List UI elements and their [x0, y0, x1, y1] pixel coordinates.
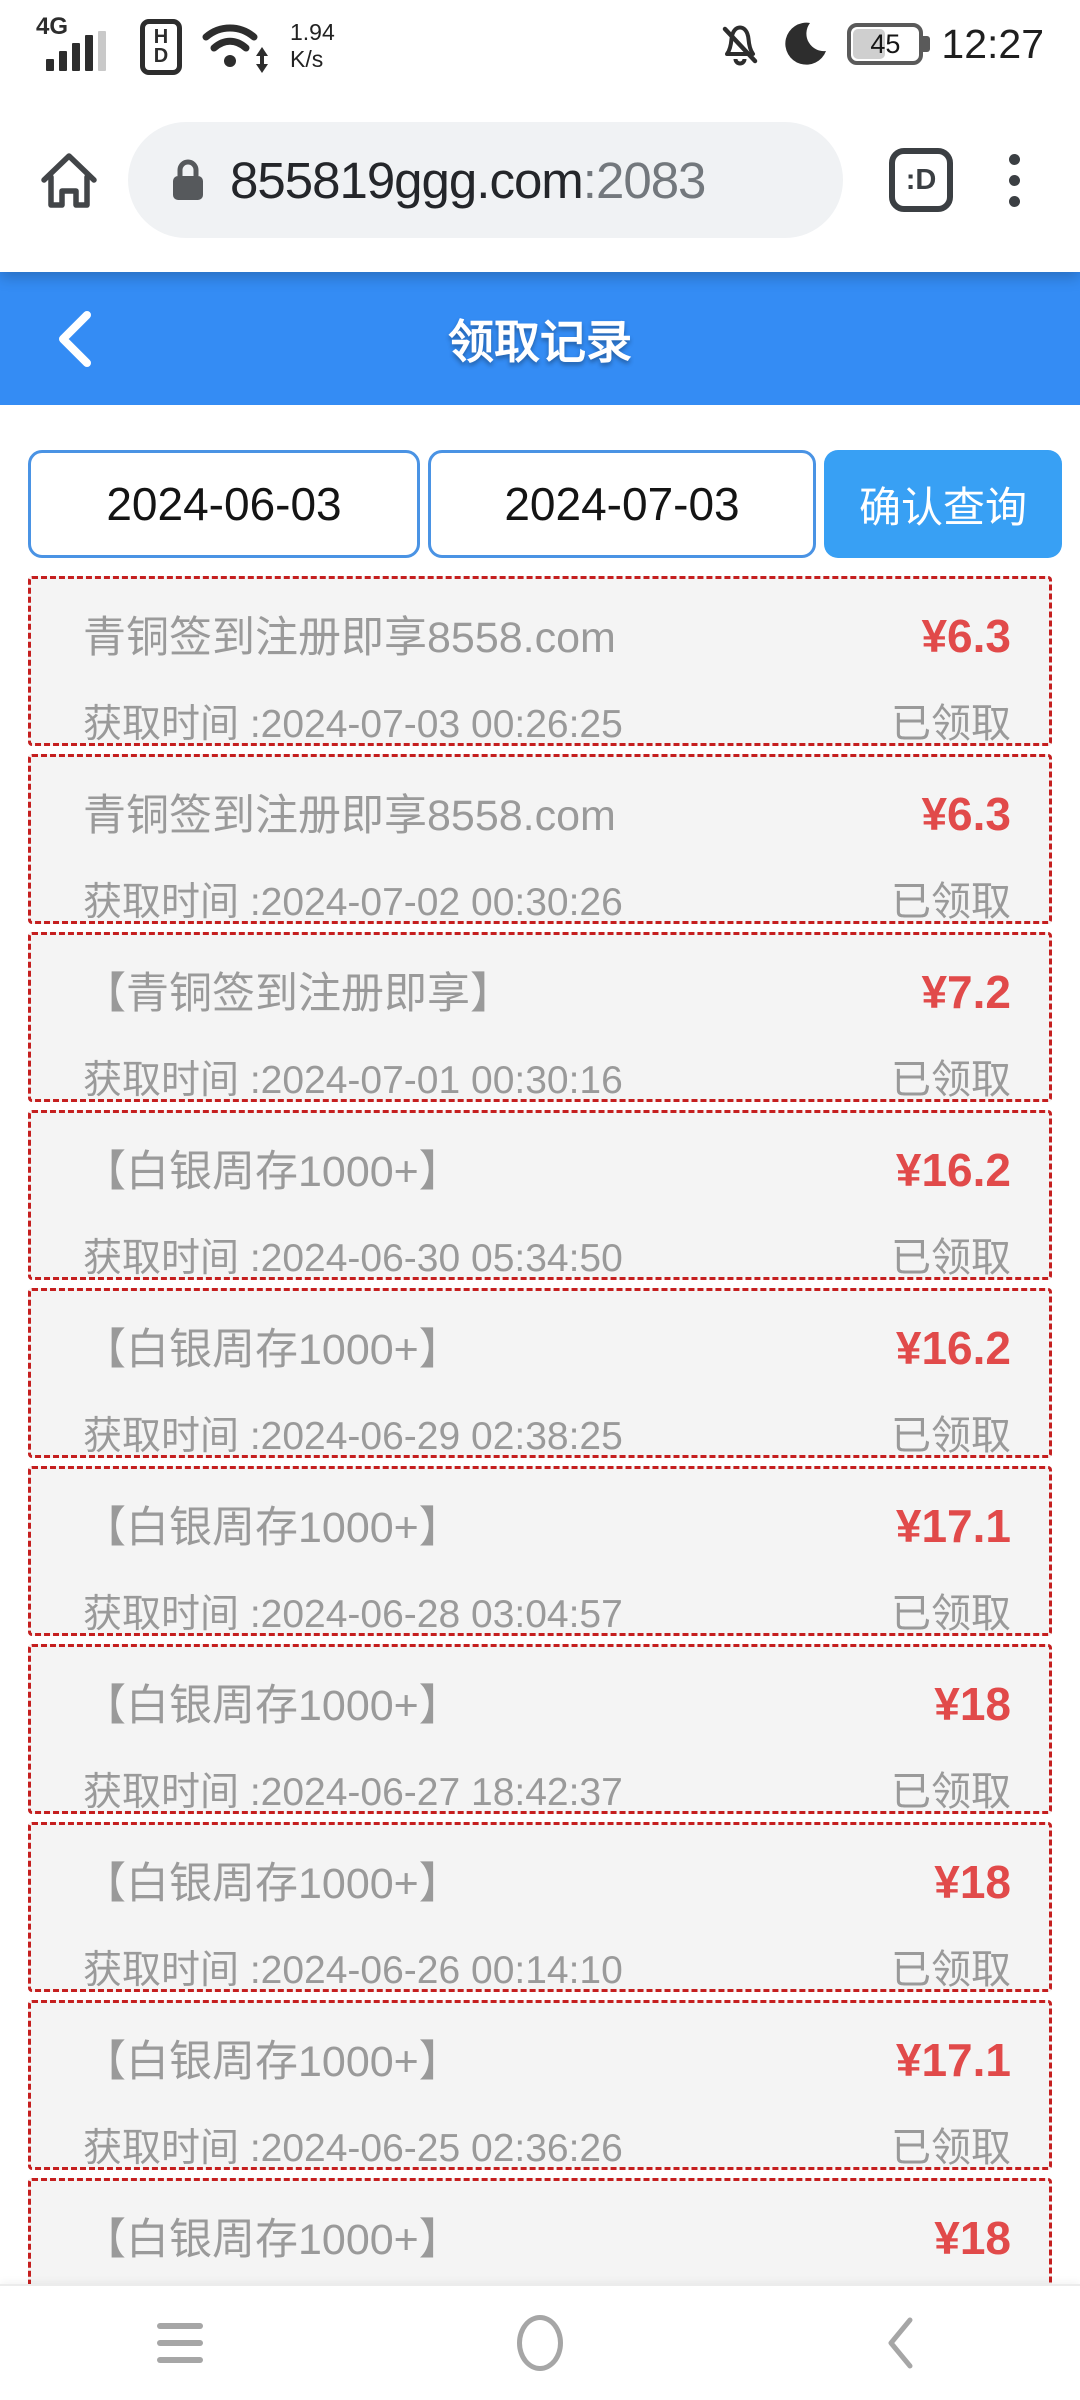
battery-level: 45: [870, 28, 901, 59]
record-time: 获取时间 :2024-06-30 05:34:50: [83, 1237, 623, 1280]
browser-toolbar: 855819ggg.com:2083 :D: [0, 88, 1080, 272]
status-bar: 4G H D: [0, 0, 1080, 88]
record-time: 获取时间 :2024-07-01 00:30:16: [83, 1059, 623, 1102]
record-amount: ¥6.3: [921, 610, 1011, 662]
url-port: :2083: [582, 151, 706, 209]
hd-call-icon: H D: [140, 19, 182, 75]
record-amount: ¥17.1: [895, 1500, 1011, 1552]
record-status-badge: 已领取: [891, 1058, 1011, 1102]
record-title: 【白银周存1000+】: [83, 2216, 462, 2264]
record-title: 青铜签到注册即享8558.com: [83, 792, 616, 840]
record-card: 【白银周存1000+】 ¥17.1 获取时间 :2024-06-28 03:04…: [28, 1466, 1052, 1636]
record-amount: ¥7.2: [921, 966, 1011, 1018]
record-status-badge: 已领取: [891, 1770, 1011, 1814]
record-title: 【白银周存1000+】: [83, 1148, 462, 1196]
record-time: 获取时间 :2024-06-29 02:38:25: [83, 1415, 623, 1458]
menu-lines-icon: [157, 2323, 203, 2363]
record-time: 获取时间 :2024-06-25 02:36:26: [83, 2127, 623, 2170]
tab-switcher-button[interactable]: :D: [889, 148, 953, 212]
record-title: 【白银周存1000+】: [83, 1860, 462, 1908]
record-amount: ¥6.3: [921, 788, 1011, 840]
network-speed: 1.94 K/s: [290, 19, 335, 72]
battery-indicator: 45: [847, 23, 931, 65]
cellular-signal-icon: 4G: [36, 13, 122, 75]
page-title: 领取记录: [448, 315, 632, 368]
home-circle-icon: [517, 2315, 563, 2371]
record-time: 获取时间 :2024-07-02 00:30:26: [83, 881, 623, 924]
record-title: 【白银周存1000+】: [83, 1326, 462, 1374]
wifi-icon: [200, 17, 272, 75]
back-chevron-icon: [888, 2317, 913, 2369]
clock: 12:27: [941, 20, 1044, 67]
record-status-badge: 已领取: [891, 702, 1011, 746]
record-title: 【白银周存1000+】: [83, 1504, 462, 1552]
confirm-query-button[interactable]: 确认查询: [824, 450, 1062, 558]
record-card: 青铜签到注册即享8558.com ¥6.3 获取时间 :2024-07-02 0…: [28, 754, 1052, 924]
record-status-badge: 已领取: [891, 880, 1011, 924]
record-amount: ¥16.2: [895, 1144, 1011, 1196]
record-title: 青铜签到注册即享8558.com: [83, 614, 616, 662]
record-time: 获取时间 :2024-06-28 03:04:57: [83, 1593, 623, 1636]
page-header: 领取记录: [0, 272, 1080, 405]
record-amount: ¥16.2: [895, 1322, 1011, 1374]
home-nav-button[interactable]: [360, 2286, 720, 2400]
record-status-badge: 已领取: [891, 2126, 1011, 2170]
signal-bars-icon: [46, 31, 106, 71]
end-date-input[interactable]: [428, 450, 816, 558]
record-status-badge: 已领取: [891, 1236, 1011, 1280]
record-title: 【青铜签到注册即享】: [83, 970, 513, 1018]
night-mode-moon-icon: [781, 20, 829, 68]
record-card: 【白银周存1000+】 ¥18 获取时间 :2024-06-26 00:14:1…: [28, 1822, 1052, 1992]
android-nav-bar: [0, 2284, 1080, 2400]
record-amount: ¥18: [934, 1678, 1011, 1730]
lock-icon: [170, 157, 206, 203]
records-list: 青铜签到注册即享8558.com ¥6.3 获取时间 :2024-07-03 0…: [28, 576, 1052, 2356]
record-card: 【白银周存1000+】 ¥18 获取时间 :2024-06-27 18:42:3…: [28, 1644, 1052, 1814]
record-title: 【白银周存1000+】: [83, 2038, 462, 2086]
record-time: 获取时间 :2024-06-27 18:42:37: [83, 1771, 623, 1814]
notifications-muted-icon: [717, 21, 763, 67]
date-filter-row: 确认查询: [28, 450, 1062, 558]
record-card: 【白银周存1000+】 ¥16.2 获取时间 :2024-06-30 05:34…: [28, 1110, 1052, 1280]
start-date-input[interactable]: [28, 450, 420, 558]
back-nav-button[interactable]: [720, 2286, 1080, 2400]
record-amount: ¥17.1: [895, 2034, 1011, 2086]
record-card: 青铜签到注册即享8558.com ¥6.3 获取时间 :2024-07-03 0…: [28, 576, 1052, 746]
browser-menu-button[interactable]: [1009, 153, 1020, 207]
back-button[interactable]: [44, 272, 106, 405]
address-bar[interactable]: 855819ggg.com:2083: [128, 122, 843, 238]
url-text: 855819ggg.com:2083: [230, 151, 706, 209]
recents-button[interactable]: [0, 2286, 360, 2400]
record-status-badge: 已领取: [891, 1948, 1011, 1992]
record-title: 【白银周存1000+】: [83, 1682, 462, 1730]
record-time: 获取时间 :2024-07-03 00:26:25: [83, 703, 623, 746]
record-card: 【白银周存1000+】 ¥16.2 获取时间 :2024-06-29 02:38…: [28, 1288, 1052, 1458]
record-time: 获取时间 :2024-06-26 00:14:10: [83, 1949, 623, 1992]
home-button[interactable]: [36, 147, 102, 213]
network-type-label: 4G: [36, 13, 69, 40]
record-amount: ¥18: [934, 2212, 1011, 2264]
record-card: 【白银周存1000+】 ¥17.1 获取时间 :2024-06-25 02:36…: [28, 2000, 1052, 2170]
record-amount: ¥18: [934, 1856, 1011, 1908]
record-status-badge: 已领取: [891, 1414, 1011, 1458]
traffic-arrows-icon: [256, 47, 268, 73]
record-card: 【青铜签到注册即享】 ¥7.2 获取时间 :2024-07-01 00:30:1…: [28, 932, 1052, 1102]
record-status-badge: 已领取: [891, 1592, 1011, 1636]
